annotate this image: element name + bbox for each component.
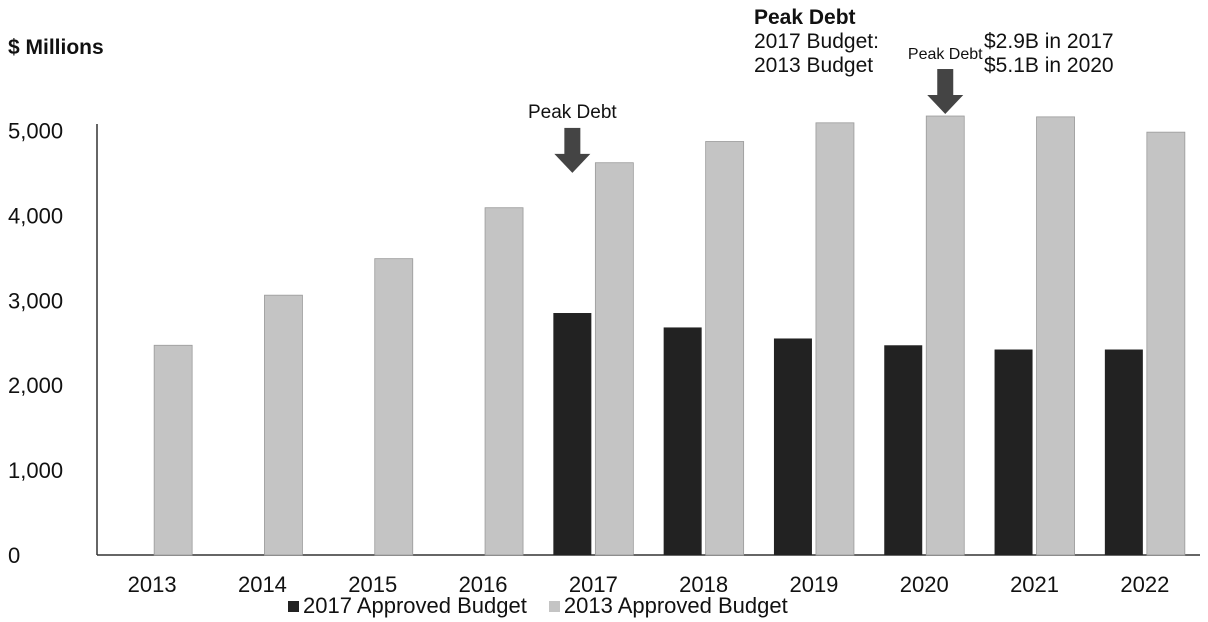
bar-2017-approved (884, 345, 923, 555)
legend: 2017 Approved Budget 2013 Approved Budge… (288, 594, 788, 618)
legend-swatch (288, 600, 299, 612)
peak-debt-row-value: $2.9B in 2017 (984, 30, 1114, 53)
peak-debt-row-label: 2013 Budget (754, 54, 874, 77)
bar-2017-approved (994, 349, 1033, 555)
peak-debt-annotation: Peak Debt (528, 102, 617, 123)
bar-2013-approved (484, 207, 524, 556)
bar-2017-approved (553, 313, 592, 555)
x-tick-label: 2022 (1120, 572, 1169, 597)
x-tick-label: 2020 (900, 572, 949, 597)
bar-2017-approved (1104, 349, 1143, 555)
y-tick-label: 3,000 (8, 288, 63, 313)
peak-debt-arrow-head (927, 95, 964, 115)
legend-item: 2013 Approved Budget (548, 593, 788, 618)
x-tick-label: 2021 (1010, 572, 1059, 597)
bar-2013-approved (264, 294, 303, 556)
y-tick-label: 5,000 (8, 118, 63, 143)
y-axis-title: $ Millions (8, 36, 104, 59)
x-tick-label: 2018 (679, 572, 728, 597)
legend-item: 2017 Approved Budget (288, 594, 527, 618)
bar-2013-approved (925, 115, 965, 556)
peak-debt-box: Peak Debt 2017 Budget: $2.9B in 2017 201… (754, 6, 1114, 78)
bar-2013-approved (1036, 116, 1075, 556)
legend-label: 2017 Approved Budget (303, 593, 527, 618)
peak-debt-row: 2017 Budget: $2.9B in 2017 (754, 30, 1114, 54)
peak-debt-row-label: 2017 Budget: (754, 30, 879, 53)
y-tick-label: 2,000 (8, 373, 63, 398)
bar-2013-approved (374, 258, 414, 556)
peak-debt-arrow-head (554, 153, 591, 173)
peak-debt-arrow-shaft (564, 127, 581, 156)
x-tick-label: 2017 (569, 572, 618, 597)
y-tick-label: 4,000 (8, 203, 63, 228)
y-tick-label: 0 (8, 543, 20, 568)
x-tick-label: 2016 (459, 572, 508, 597)
bar-2013-approved (594, 162, 634, 556)
peak-debt-arrow-shaft (937, 69, 954, 98)
x-tick-label: 2014 (238, 572, 287, 597)
peak-debt-annotation: Peak Debt (908, 46, 983, 63)
legend-swatch (548, 600, 560, 612)
peak-debt-title: Peak Debt (754, 6, 856, 29)
bar-2017-approved (773, 338, 812, 555)
bar-2013-approved (1146, 131, 1186, 556)
x-tick-label: 2013 (128, 572, 177, 597)
peak-debt-row: 2013 Budget $5.1B in 2020 (754, 54, 1114, 78)
peak-debt-row-value: $5.1B in 2020 (984, 54, 1114, 77)
bar-2013-approved (153, 344, 193, 556)
x-tick-label: 2015 (348, 572, 397, 597)
x-tick-label: 2019 (789, 572, 838, 597)
bar-2017-approved (663, 327, 702, 555)
bar-2013-approved (705, 141, 745, 556)
bar-2013-approved (815, 122, 855, 556)
y-tick-label: 1,000 (8, 458, 63, 483)
legend-label: 2013 Approved Budget (563, 593, 788, 618)
